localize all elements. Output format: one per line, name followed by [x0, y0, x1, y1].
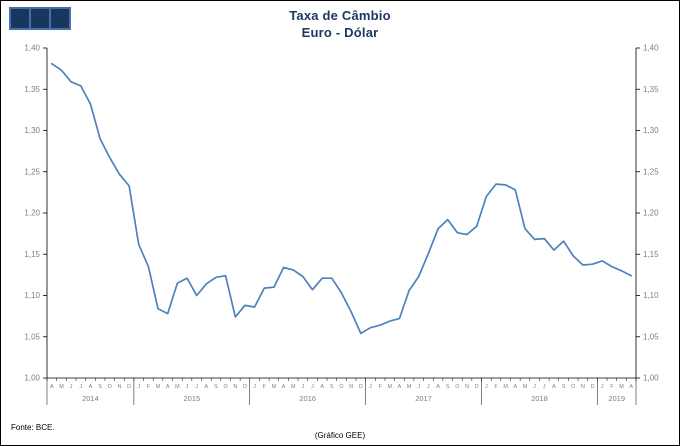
svg-text:2015: 2015 — [183, 394, 200, 403]
logo-block-1 — [11, 9, 29, 28]
svg-text:M: M — [503, 384, 508, 390]
svg-text:A: A — [552, 384, 556, 390]
svg-text:J: J — [485, 384, 488, 390]
svg-text:J: J — [533, 384, 536, 390]
svg-text:1,30: 1,30 — [643, 126, 659, 135]
svg-text:M: M — [291, 384, 296, 390]
svg-text:J: J — [302, 384, 305, 390]
svg-text:F: F — [263, 384, 267, 390]
svg-text:2019: 2019 — [608, 394, 625, 403]
svg-text:S: S — [562, 384, 566, 390]
svg-text:S: S — [446, 384, 450, 390]
svg-text:J: J — [601, 384, 604, 390]
svg-text:2014: 2014 — [82, 394, 99, 403]
svg-text:1,35: 1,35 — [24, 85, 40, 94]
svg-text:J: J — [311, 384, 314, 390]
svg-text:J: J — [195, 384, 198, 390]
svg-text:S: S — [98, 384, 102, 390]
chart-title: Taxa de Câmbio Euro - Dólar — [1, 8, 679, 42]
svg-text:1,20: 1,20 — [643, 209, 659, 218]
svg-text:M: M — [619, 384, 624, 390]
svg-text:J: J — [543, 384, 546, 390]
svg-text:F: F — [610, 384, 614, 390]
svg-text:N: N — [117, 384, 121, 390]
svg-text:1,00: 1,00 — [643, 374, 659, 383]
svg-text:M: M — [407, 384, 412, 390]
svg-text:A: A — [436, 384, 440, 390]
svg-text:N: N — [233, 384, 237, 390]
source-note: Fonte: BCE. — [11, 423, 55, 432]
svg-text:1,15: 1,15 — [643, 250, 659, 259]
svg-text:M: M — [175, 384, 180, 390]
svg-text:A: A — [398, 384, 402, 390]
svg-text:O: O — [571, 384, 575, 390]
svg-text:J: J — [79, 384, 82, 390]
svg-text:1,10: 1,10 — [24, 291, 40, 300]
svg-text:A: A — [629, 384, 633, 390]
svg-text:1,40: 1,40 — [643, 44, 659, 53]
svg-text:F: F — [147, 384, 151, 390]
svg-text:1,15: 1,15 — [24, 250, 40, 259]
svg-text:D: D — [243, 384, 247, 390]
svg-text:F: F — [494, 384, 498, 390]
svg-text:2018: 2018 — [531, 394, 548, 403]
svg-text:J: J — [369, 384, 372, 390]
svg-text:O: O — [455, 384, 459, 390]
svg-text:N: N — [349, 384, 353, 390]
svg-text:M: M — [523, 384, 528, 390]
svg-text:A: A — [282, 384, 286, 390]
svg-text:J: J — [70, 384, 73, 390]
svg-text:D: D — [475, 384, 479, 390]
svg-text:J: J — [427, 384, 430, 390]
svg-text:J: J — [417, 384, 420, 390]
chart-title-line1: Taxa de Câmbio — [289, 8, 391, 23]
svg-text:A: A — [205, 384, 209, 390]
svg-text:1,05: 1,05 — [24, 332, 40, 341]
svg-text:1,30: 1,30 — [24, 126, 40, 135]
svg-text:A: A — [89, 384, 93, 390]
svg-text:N: N — [465, 384, 469, 390]
svg-text:2016: 2016 — [299, 394, 316, 403]
svg-text:O: O — [224, 384, 228, 390]
svg-text:O: O — [108, 384, 112, 390]
svg-text:S: S — [330, 384, 334, 390]
svg-text:1,25: 1,25 — [643, 167, 659, 176]
svg-text:A: A — [166, 384, 170, 390]
svg-text:2017: 2017 — [415, 394, 432, 403]
svg-text:D: D — [591, 384, 595, 390]
svg-text:F: F — [378, 384, 382, 390]
svg-text:A: A — [50, 384, 54, 390]
svg-text:1,10: 1,10 — [643, 291, 659, 300]
logo-block-2 — [31, 9, 49, 28]
svg-text:1,00: 1,00 — [24, 374, 40, 383]
svg-text:1,05: 1,05 — [643, 332, 659, 341]
svg-text:M: M — [59, 384, 64, 390]
gee-logo — [9, 7, 71, 30]
svg-text:1,35: 1,35 — [643, 85, 659, 94]
svg-text:1,40: 1,40 — [24, 44, 40, 53]
svg-text:1,20: 1,20 — [24, 209, 40, 218]
svg-text:A: A — [320, 384, 324, 390]
svg-text:O: O — [339, 384, 343, 390]
svg-text:D: D — [359, 384, 363, 390]
svg-text:J: J — [137, 384, 140, 390]
svg-text:A: A — [513, 384, 517, 390]
svg-text:S: S — [214, 384, 218, 390]
svg-text:N: N — [581, 384, 585, 390]
chart-title-line2: Euro - Dólar — [301, 24, 379, 40]
svg-text:J: J — [253, 384, 256, 390]
svg-text:J: J — [186, 384, 189, 390]
svg-text:M: M — [156, 384, 161, 390]
logo-block-3 — [51, 9, 69, 28]
credit-note: (Gráfico GEE) — [314, 431, 366, 440]
svg-text:1,25: 1,25 — [24, 167, 40, 176]
svg-text:M: M — [272, 384, 277, 390]
svg-text:M: M — [388, 384, 393, 390]
svg-text:D: D — [127, 384, 131, 390]
